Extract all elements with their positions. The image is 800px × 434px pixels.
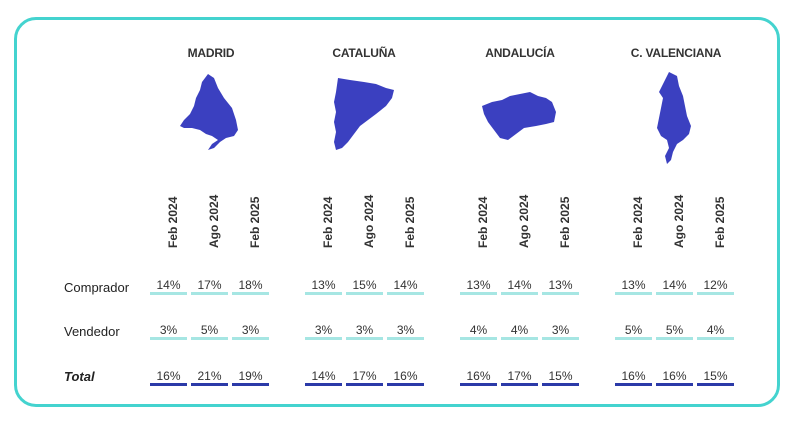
- value-cell: 14%: [656, 277, 693, 295]
- row-label-total: Total: [64, 369, 95, 384]
- value-cell: 13%: [305, 277, 342, 295]
- value-cell: 19%: [232, 368, 269, 386]
- period-label: Feb 2024: [631, 196, 645, 248]
- valencia-map-icon: [653, 70, 693, 166]
- period-label: Feb 2024: [166, 196, 180, 248]
- period-label: Ago 2024: [362, 194, 376, 248]
- period-label: Ago 2024: [207, 194, 221, 248]
- value-cell: 5%: [191, 322, 228, 340]
- period-label: Feb 2025: [403, 196, 417, 248]
- value-cell: 3%: [346, 322, 383, 340]
- region-name-madrid: MADRID: [187, 46, 235, 60]
- andalucia-map-icon: [480, 90, 558, 144]
- value-cell: 14%: [150, 277, 187, 295]
- value-cell: 15%: [346, 277, 383, 295]
- value-cell: 17%: [191, 277, 228, 295]
- row-label-comprador: Comprador: [64, 280, 130, 295]
- value-cell: 4%: [697, 322, 734, 340]
- row-label-vendedor: Vendedor: [64, 324, 120, 339]
- period-label: Feb 2024: [321, 196, 335, 248]
- value-cell: 17%: [501, 368, 538, 386]
- value-cell: 3%: [150, 322, 187, 340]
- value-cell: 15%: [542, 368, 579, 386]
- cataluna-map-icon: [330, 76, 398, 152]
- value-cell: 3%: [305, 322, 342, 340]
- period-label: Ago 2024: [517, 194, 531, 248]
- value-cell: 3%: [542, 322, 579, 340]
- value-cell: 14%: [305, 368, 342, 386]
- period-label: Ago 2024: [672, 194, 686, 248]
- period-label: Feb 2025: [558, 196, 572, 248]
- region-name-cataluna: CATALUÑA: [332, 46, 396, 60]
- value-cell: 16%: [387, 368, 424, 386]
- value-cell: 21%: [191, 368, 228, 386]
- value-cell: 13%: [542, 277, 579, 295]
- value-cell: 16%: [656, 368, 693, 386]
- region-name-valencia: C. VALENCIANA: [630, 46, 722, 60]
- value-cell: 14%: [387, 277, 424, 295]
- period-label: Feb 2024: [476, 196, 490, 248]
- card-frame: [14, 17, 780, 407]
- value-cell: 4%: [460, 322, 497, 340]
- value-cell: 5%: [656, 322, 693, 340]
- value-cell: 18%: [232, 277, 269, 295]
- value-cell: 16%: [150, 368, 187, 386]
- region-name-andalucia: ANDALUCÍA: [485, 46, 555, 60]
- value-cell: 3%: [387, 322, 424, 340]
- value-cell: 5%: [615, 322, 652, 340]
- value-cell: 4%: [501, 322, 538, 340]
- value-cell: 13%: [615, 277, 652, 295]
- period-label: Feb 2025: [248, 196, 262, 248]
- madrid-map-icon: [178, 72, 242, 152]
- value-cell: 15%: [697, 368, 734, 386]
- value-cell: 12%: [697, 277, 734, 295]
- value-cell: 14%: [501, 277, 538, 295]
- value-cell: 16%: [460, 368, 497, 386]
- period-label: Feb 2025: [713, 196, 727, 248]
- value-cell: 3%: [232, 322, 269, 340]
- value-cell: 16%: [615, 368, 652, 386]
- value-cell: 17%: [346, 368, 383, 386]
- value-cell: 13%: [460, 277, 497, 295]
